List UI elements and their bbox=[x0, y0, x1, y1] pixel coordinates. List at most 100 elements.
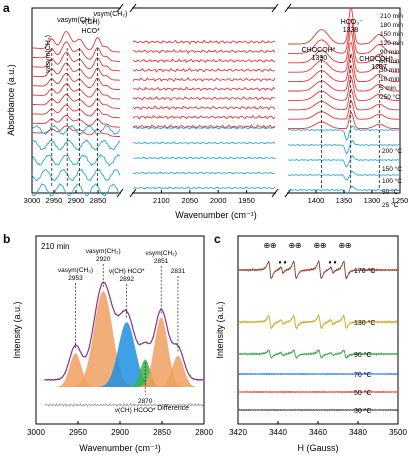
axis-break-gap-top bbox=[121, 4, 132, 12]
heating-spectrum-line bbox=[287, 125, 401, 141]
epr-spectrum-line bbox=[237, 349, 399, 360]
quartet-marker: ⊕ bbox=[270, 241, 277, 250]
panel-a-y-axis-label: Absorbance (a.u.) bbox=[6, 64, 16, 136]
reaction-spectrum-line bbox=[132, 48, 276, 54]
quartet-marker: ⊕ bbox=[313, 241, 320, 250]
annotation-label: CHOCOH* bbox=[302, 47, 336, 54]
panel-b-y-axis-label: Intensity (a.u.) bbox=[12, 301, 22, 358]
reaction-spectrum-line bbox=[32, 93, 120, 109]
heating-spectrum-line bbox=[132, 171, 275, 175]
panel-b-title: 210 min bbox=[41, 242, 69, 251]
heating-spectrum-line bbox=[287, 140, 401, 155]
x-tick-label: 2800 bbox=[195, 428, 213, 437]
x-tick-label: 3440 bbox=[269, 428, 287, 437]
x-tick-label: 3000 bbox=[27, 428, 45, 437]
legend-label-reaction: 180 min bbox=[380, 22, 404, 29]
quartet-marker: ⊕ bbox=[288, 241, 295, 250]
x-tick-label: 3500 bbox=[389, 428, 407, 437]
axis-break-gap-top bbox=[276, 4, 287, 12]
epr-spectrum-line bbox=[237, 408, 399, 412]
peak-label: νasym(CH₂) bbox=[86, 248, 121, 255]
peak-value: 2920 bbox=[96, 256, 111, 263]
axis-break-gap-bottom bbox=[121, 189, 132, 197]
panel-b: b 210 min νasym(CH₃)2953 νasym(CH₂)2920 ν(… bbox=[3, 232, 213, 453]
difference-line bbox=[44, 402, 205, 408]
x-tick-label: 2000 bbox=[210, 196, 227, 205]
reaction-spectrum-line bbox=[32, 52, 120, 72]
legend-label-reaction: 90 min bbox=[380, 49, 400, 56]
reaction-spectrum-line bbox=[132, 67, 276, 73]
heating-spectrum-line bbox=[132, 186, 276, 190]
legend-label-heating: 25 °C bbox=[382, 201, 399, 209]
peak-value: 2953 bbox=[68, 275, 83, 282]
peak-value: 2870 bbox=[138, 398, 153, 405]
peak-label: νasym(CH₃) bbox=[58, 267, 93, 274]
annotation-label: νsym(CH₂) bbox=[94, 11, 128, 18]
reaction-spectrum-line bbox=[288, 111, 400, 130]
fitted-peak-area bbox=[44, 317, 205, 387]
peak-value: 2831 bbox=[171, 268, 186, 275]
series-label: 30 °C bbox=[354, 407, 372, 415]
epr-spectrum-line bbox=[237, 313, 399, 330]
panel-a-legend: 210 min 180 min 150 min 120 min 90 min 60 min… bbox=[380, 13, 404, 209]
reaction-spectrum-line bbox=[288, 76, 400, 101]
series-label: 170 °C bbox=[354, 267, 375, 275]
x-tick-label: 2900 bbox=[68, 196, 85, 205]
series-label: 70 °C bbox=[354, 371, 372, 379]
legend-label-heating: 100 °C bbox=[382, 177, 402, 185]
axis-break-mark bbox=[116, 3, 124, 13]
legend-label-reaction: 250 °C bbox=[380, 93, 400, 101]
x-tick-label: 2950 bbox=[46, 196, 63, 205]
x-tick-label: 3460 bbox=[309, 428, 327, 437]
panel-a: a 3000 2950 2900 2850 2100 2050 2000 1950 1400 13… bbox=[3, 1, 408, 220]
epr-spectrum-line bbox=[237, 390, 399, 394]
heating-spectrum-line bbox=[31, 168, 121, 182]
doublet-marker: ♦ bbox=[333, 260, 336, 266]
x-tick-label: 2950 bbox=[69, 428, 87, 437]
x-tick-label: 1400 bbox=[308, 196, 325, 205]
reaction-spectrum-line bbox=[132, 105, 276, 111]
reaction-spectrum-line bbox=[132, 95, 276, 101]
epr-spectrum-line bbox=[237, 372, 398, 376]
reaction-spectrum-line bbox=[288, 30, 400, 64]
reaction-spectrum-line bbox=[288, 18, 400, 54]
reaction-spectrum-line bbox=[32, 72, 120, 91]
axis-break-mark bbox=[271, 3, 279, 13]
heating-spectrum-line bbox=[132, 156, 275, 160]
panel-b-difference-label: Difference bbox=[157, 405, 189, 412]
x-tick-label: 3480 bbox=[349, 428, 367, 437]
reaction-spectrum-line bbox=[132, 114, 276, 120]
series-label: 50 °C bbox=[354, 389, 372, 397]
x-tick-label: 2900 bbox=[111, 428, 129, 437]
axis-break-gap-bottom bbox=[276, 189, 287, 197]
x-tick-label: 1250 bbox=[392, 196, 409, 205]
axis-break-mark bbox=[116, 188, 124, 198]
annotation-label: HCO* bbox=[82, 28, 101, 35]
legend-label-reaction: 150 min bbox=[380, 31, 404, 38]
panel-c-y-axis-label: Intensity (a.u.) bbox=[215, 301, 225, 358]
reaction-spectrum-line bbox=[132, 77, 276, 82]
doublet-marker: ♦ bbox=[283, 260, 286, 266]
annotation-label: ν(CH) bbox=[82, 19, 100, 26]
quartet-marker: ⊕ bbox=[320, 241, 327, 250]
legend-label-heating: 200 °C bbox=[382, 147, 402, 155]
axis-break-mark bbox=[271, 188, 279, 198]
peak-value: 2851 bbox=[154, 258, 169, 265]
x-tick-label: 3000 bbox=[24, 196, 41, 205]
panel-c-x-axis-label: H (Gauss) bbox=[297, 443, 338, 453]
quartet-marker: ⊕ bbox=[295, 241, 302, 250]
x-tick-label: 1350 bbox=[336, 196, 353, 205]
reaction-spectrum-line bbox=[133, 86, 276, 92]
panel-a-spectra bbox=[31, 7, 401, 197]
axis-break-mark bbox=[284, 3, 292, 13]
x-tick-label: 2850 bbox=[90, 196, 107, 205]
panel-a-annotations: νasym(CH₃) νasym(CH₂)ν(CH) HCO* νsym(CH₂) CH… bbox=[45, 11, 394, 73]
annotation-label: HCO₃⁻ bbox=[341, 19, 363, 26]
heating-spectrum-line bbox=[31, 153, 121, 167]
reaction-spectrum-line bbox=[32, 114, 120, 128]
annotation-label: 1338 bbox=[343, 27, 359, 34]
reaction-spectrum-line bbox=[132, 58, 276, 64]
peak-value: 2892 bbox=[119, 276, 134, 283]
